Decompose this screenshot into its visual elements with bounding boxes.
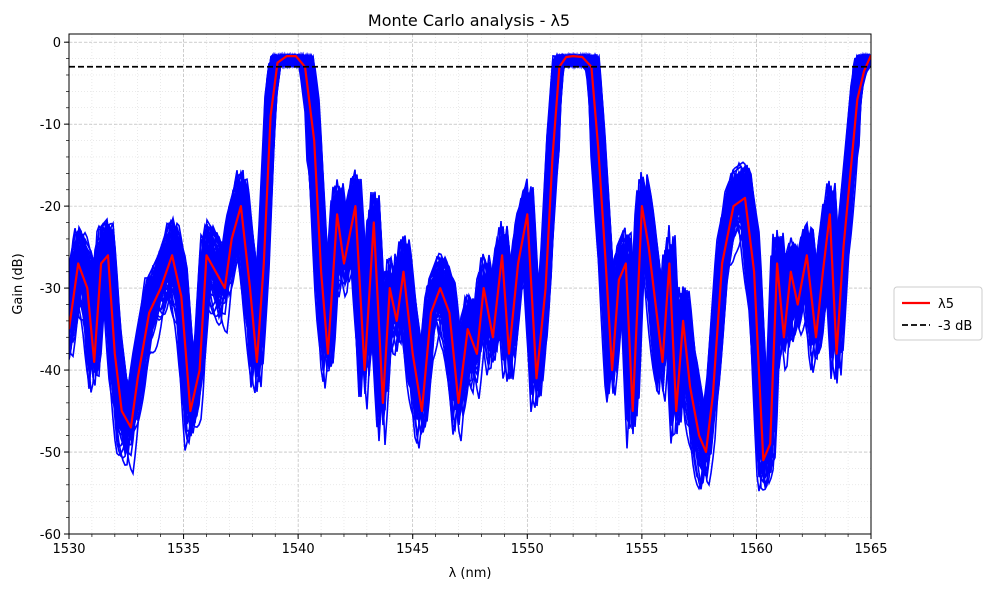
x-tick-label: 1560 <box>740 542 773 557</box>
y-tick-label: -30 <box>40 282 61 297</box>
legend-label-lambda5: λ5 <box>938 297 954 312</box>
x-axis-title: λ (nm) <box>449 566 492 581</box>
x-tick-label: 1550 <box>511 542 544 557</box>
x-tick-label: 1565 <box>854 542 887 557</box>
y-tick-label: -20 <box>40 200 61 215</box>
y-tick-label: -40 <box>40 364 61 379</box>
chart-title: Monte Carlo analysis - λ5 <box>368 11 570 30</box>
lambda5-line <box>69 54 871 462</box>
y-axis: 0 -10 -20 -30 -40 -50 -60 <box>40 36 69 543</box>
y-tick-label: 0 <box>53 36 61 51</box>
lambda5-series <box>69 54 871 462</box>
plot-frame <box>68 33 872 535</box>
monte-carlo-series <box>69 51 871 492</box>
y-tick-label: -50 <box>40 446 61 461</box>
x-tick-label: 1535 <box>167 542 200 557</box>
x-tick-label: 1555 <box>625 542 658 557</box>
x-axis: 1530 1535 1540 1545 1550 1555 1560 1565 <box>52 534 888 557</box>
y-tick-label: -10 <box>40 118 61 133</box>
x-tick-label: 1530 <box>52 542 85 557</box>
x-tick-label: 1540 <box>282 542 315 557</box>
legend: λ5 -3 dB <box>893 286 983 341</box>
y-axis-title: Gain (dB) <box>11 253 26 314</box>
legend-box <box>893 286 983 341</box>
y-tick-label: -60 <box>40 528 61 543</box>
x-tick-label: 1545 <box>396 542 429 557</box>
legend-label-threshold: -3 dB <box>938 319 972 334</box>
